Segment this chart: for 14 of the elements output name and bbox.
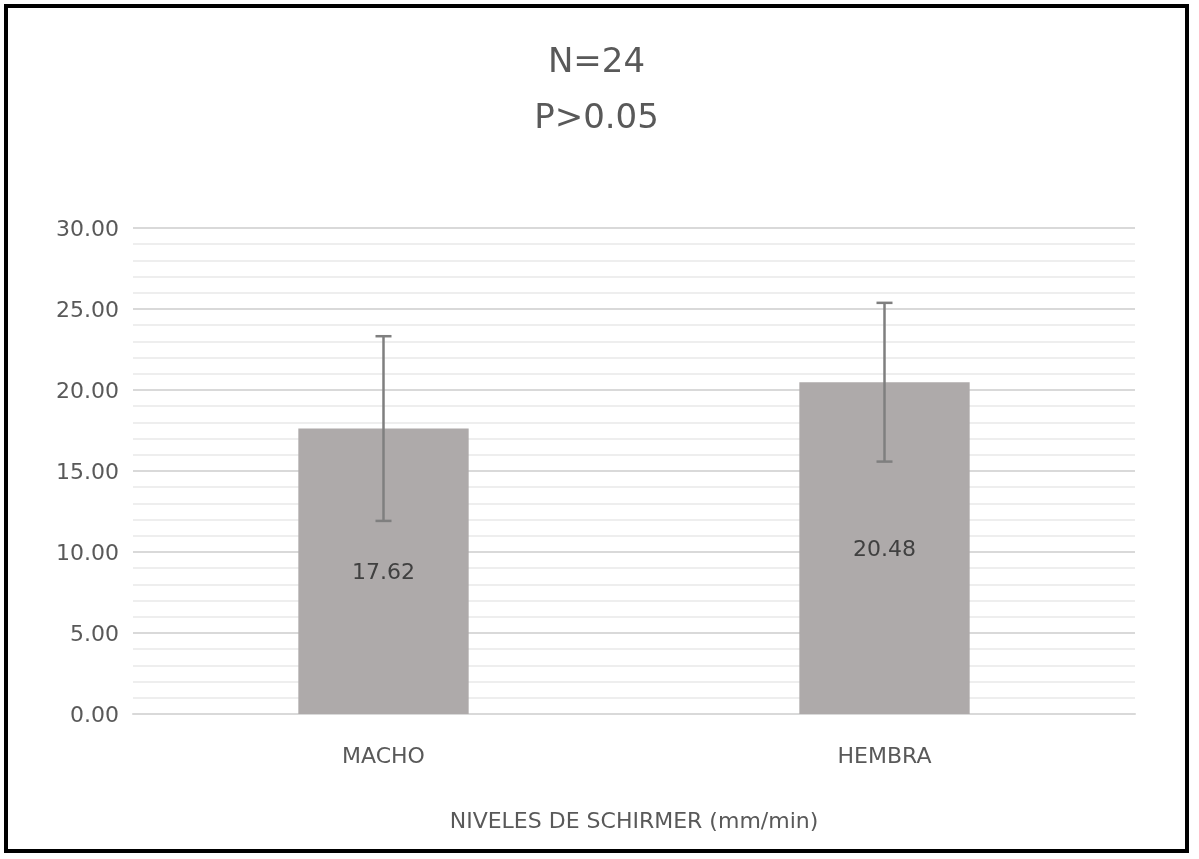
y-tick-label: 10.00 [56, 539, 119, 565]
chart-subtitle: P>0.05 [534, 96, 659, 136]
data-label: 20.48 [853, 535, 916, 561]
x-tick-label: MACHO [342, 742, 425, 768]
x-tick-label: HEMBRA [837, 742, 932, 768]
data-label: 17.62 [352, 558, 415, 584]
y-tick-label: 30.00 [56, 215, 119, 241]
y-tick-label: 20.00 [56, 377, 119, 403]
y-tick-label: 15.00 [56, 458, 119, 484]
y-tick-label: 25.00 [56, 296, 119, 322]
y-tick-label: 5.00 [70, 620, 119, 646]
y-tick-label: 0.00 [70, 701, 119, 727]
chart-title: N=24 [547, 40, 646, 80]
x-axis-title: NIVELES DE SCHIRMER (mm/min) [449, 807, 819, 833]
